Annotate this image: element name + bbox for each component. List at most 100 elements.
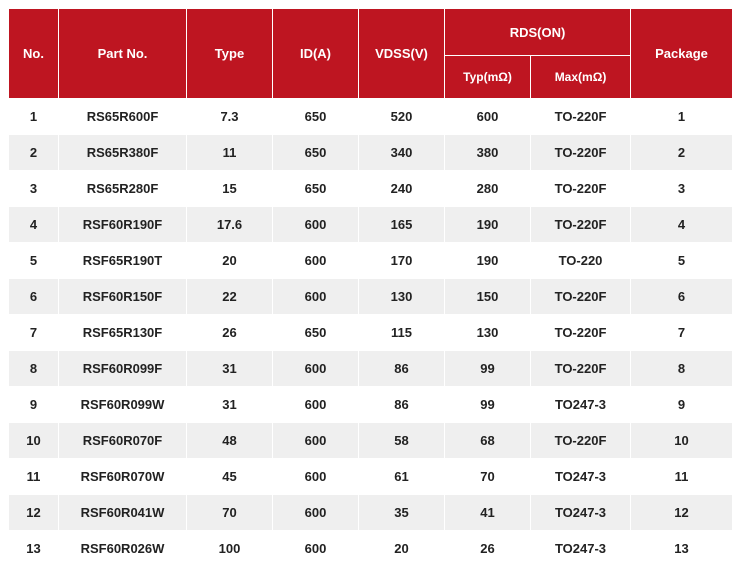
cell-package: 10 <box>631 423 733 459</box>
cell-typ: 26 <box>445 531 531 567</box>
table-row: 9RSF60R099W316008699TO247-39 <box>9 387 733 423</box>
cell-type: 7.3 <box>187 99 273 135</box>
col-header-type: Type <box>187 9 273 99</box>
cell-id_a: 600 <box>273 207 359 243</box>
cell-type: 15 <box>187 171 273 207</box>
cell-package: 3 <box>631 171 733 207</box>
table-row: 3RS65R280F15650240280TO-220F3 <box>9 171 733 207</box>
col-header-package: Package <box>631 9 733 99</box>
cell-vdss: 130 <box>359 279 445 315</box>
table-row: 6RSF60R150F22600130150TO-220F6 <box>9 279 733 315</box>
cell-max: TO-220F <box>531 171 631 207</box>
cell-vdss: 240 <box>359 171 445 207</box>
cell-no: 2 <box>9 135 59 171</box>
cell-id_a: 650 <box>273 135 359 171</box>
cell-max: TO247-3 <box>531 459 631 495</box>
cell-id_a: 600 <box>273 459 359 495</box>
cell-package: 2 <box>631 135 733 171</box>
cell-typ: 41 <box>445 495 531 531</box>
cell-no: 9 <box>9 387 59 423</box>
cell-typ: 380 <box>445 135 531 171</box>
cell-vdss: 115 <box>359 315 445 351</box>
table-row: 5RSF65R190T20600170190TO-2205 <box>9 243 733 279</box>
col-header-id-a: ID(A) <box>273 9 359 99</box>
col-header-max: Max(mΩ) <box>531 56 631 99</box>
cell-type: 100 <box>187 531 273 567</box>
cell-part_no: RS65R600F <box>59 99 187 135</box>
cell-id_a: 600 <box>273 495 359 531</box>
cell-typ: 600 <box>445 99 531 135</box>
cell-no: 1 <box>9 99 59 135</box>
cell-typ: 190 <box>445 243 531 279</box>
col-header-rds-on: RDS(ON) <box>445 9 631 56</box>
cell-type: 20 <box>187 243 273 279</box>
cell-no: 5 <box>9 243 59 279</box>
cell-part_no: RSF60R150F <box>59 279 187 315</box>
col-header-vdss: VDSS(V) <box>359 9 445 99</box>
table-header: No. Part No. Type ID(A) VDSS(V) RDS(ON) … <box>9 9 733 99</box>
cell-package: 13 <box>631 531 733 567</box>
cell-id_a: 600 <box>273 387 359 423</box>
cell-vdss: 35 <box>359 495 445 531</box>
cell-no: 4 <box>9 207 59 243</box>
cell-typ: 99 <box>445 351 531 387</box>
cell-max: TO-220F <box>531 351 631 387</box>
table-row: 2RS65R380F11650340380TO-220F2 <box>9 135 733 171</box>
cell-vdss: 170 <box>359 243 445 279</box>
cell-max: TO-220F <box>531 99 631 135</box>
table-row: 13RSF60R026W1006002026TO247-313 <box>9 531 733 567</box>
cell-part_no: RSF65R130F <box>59 315 187 351</box>
cell-package: 11 <box>631 459 733 495</box>
cell-vdss: 20 <box>359 531 445 567</box>
cell-type: 26 <box>187 315 273 351</box>
col-header-typ: Typ(mΩ) <box>445 56 531 99</box>
table-row: 8RSF60R099F316008699TO-220F8 <box>9 351 733 387</box>
cell-id_a: 650 <box>273 315 359 351</box>
col-header-no: No. <box>9 9 59 99</box>
table-row: 4RSF60R190F17.6600165190TO-220F4 <box>9 207 733 243</box>
cell-part_no: RSF60R070F <box>59 423 187 459</box>
cell-max: TO-220F <box>531 207 631 243</box>
cell-vdss: 61 <box>359 459 445 495</box>
cell-max: TO247-3 <box>531 531 631 567</box>
table-row: 10RSF60R070F486005868TO-220F10 <box>9 423 733 459</box>
cell-package: 1 <box>631 99 733 135</box>
cell-part_no: RSF60R026W <box>59 531 187 567</box>
cell-max: TO247-3 <box>531 495 631 531</box>
cell-max: TO-220F <box>531 279 631 315</box>
cell-part_no: RSF60R099W <box>59 387 187 423</box>
cell-vdss: 58 <box>359 423 445 459</box>
table-row: 7RSF65R130F26650115130TO-220F7 <box>9 315 733 351</box>
table-body: 1RS65R600F7.3650520600TO-220F12RS65R380F… <box>9 99 733 567</box>
cell-type: 31 <box>187 351 273 387</box>
cell-vdss: 520 <box>359 99 445 135</box>
cell-type: 22 <box>187 279 273 315</box>
cell-typ: 150 <box>445 279 531 315</box>
cell-part_no: RS65R380F <box>59 135 187 171</box>
parts-table: No. Part No. Type ID(A) VDSS(V) RDS(ON) … <box>8 8 733 567</box>
cell-id_a: 600 <box>273 351 359 387</box>
cell-package: 7 <box>631 315 733 351</box>
cell-no: 11 <box>9 459 59 495</box>
cell-package: 12 <box>631 495 733 531</box>
cell-typ: 68 <box>445 423 531 459</box>
col-header-part-no: Part No. <box>59 9 187 99</box>
cell-package: 4 <box>631 207 733 243</box>
cell-max: TO247-3 <box>531 387 631 423</box>
cell-vdss: 165 <box>359 207 445 243</box>
cell-typ: 280 <box>445 171 531 207</box>
cell-no: 3 <box>9 171 59 207</box>
cell-part_no: RSF60R070W <box>59 459 187 495</box>
cell-no: 7 <box>9 315 59 351</box>
cell-part_no: RSF65R190T <box>59 243 187 279</box>
cell-vdss: 86 <box>359 351 445 387</box>
cell-vdss: 86 <box>359 387 445 423</box>
cell-max: TO-220F <box>531 135 631 171</box>
cell-id_a: 650 <box>273 99 359 135</box>
cell-typ: 190 <box>445 207 531 243</box>
cell-max: TO-220 <box>531 243 631 279</box>
cell-package: 8 <box>631 351 733 387</box>
cell-typ: 99 <box>445 387 531 423</box>
cell-package: 5 <box>631 243 733 279</box>
cell-no: 10 <box>9 423 59 459</box>
